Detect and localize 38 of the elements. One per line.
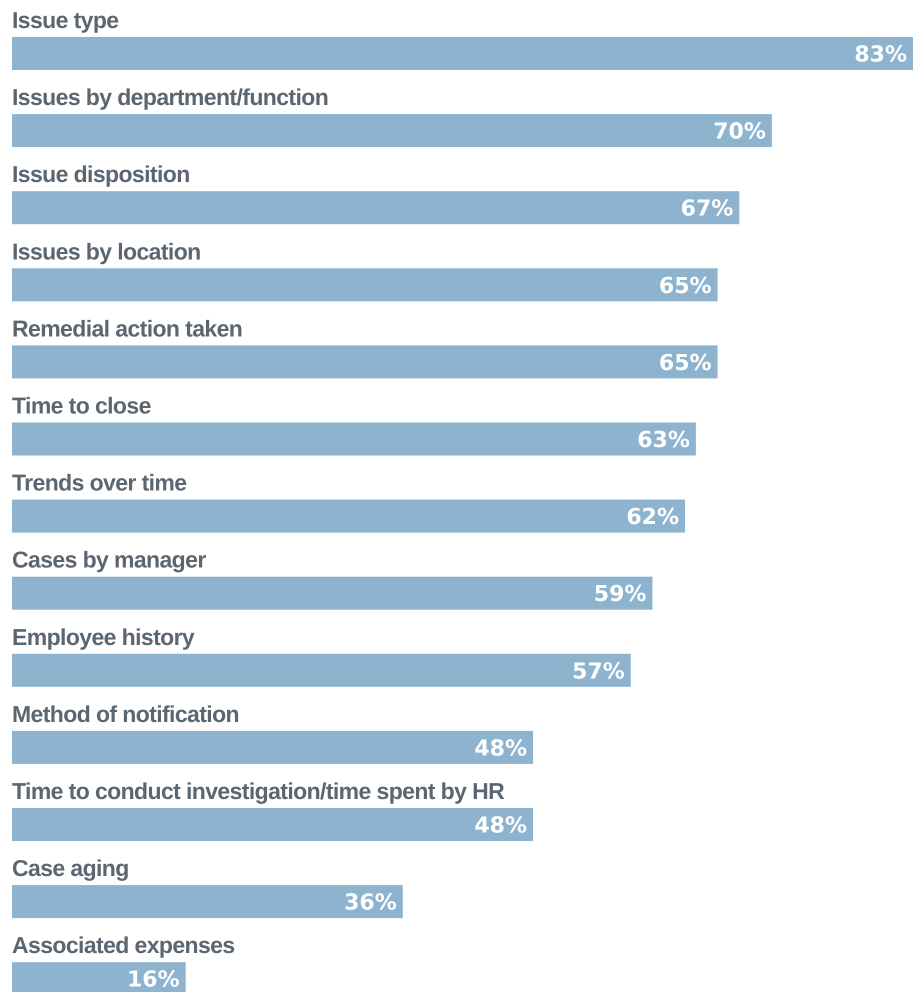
y-tick-label: Issues by location (12, 238, 201, 264)
bar (12, 191, 740, 224)
data-label: 59% (594, 582, 646, 608)
data-label: 48% (474, 814, 528, 838)
data-label: 83% (854, 42, 907, 68)
bar (12, 730, 534, 764)
data-label: 70% (713, 120, 766, 145)
bar (12, 422, 696, 456)
bar (12, 345, 718, 378)
bar (12, 37, 913, 70)
y-tick-label: Employee history (12, 624, 195, 650)
y-tick-label: Remedial action taken (12, 315, 242, 342)
data-label: 57% (572, 659, 625, 684)
y-tick-label: Time to close (12, 392, 151, 418)
bar (12, 576, 652, 610)
y-tick-label: Issues by department/function (12, 84, 328, 110)
data-label: 48% (474, 736, 528, 762)
bar (12, 500, 686, 533)
y-tick-label: Associated expenses (12, 932, 235, 958)
y-tick-label: Issue type (12, 7, 118, 33)
data-label: 65% (658, 350, 712, 376)
y-tick-label: Time to conduct investigation/time spent by HR (12, 778, 506, 804)
y-tick-label: Method of notification (12, 700, 239, 727)
y-tick-label: Cases by manager (12, 546, 206, 573)
bar (12, 654, 631, 687)
y-tick-label: Case aging (12, 855, 129, 882)
y-tick-label: Trends over time (12, 470, 186, 496)
data-label: 36% (344, 890, 397, 916)
data-label: 67% (680, 196, 734, 222)
bar (12, 808, 534, 841)
data-label: 65% (658, 274, 712, 299)
data-label: 16% (127, 968, 180, 992)
bar (12, 268, 718, 302)
bar (12, 114, 772, 148)
bar (12, 885, 403, 918)
data-label: 62% (626, 505, 680, 530)
data-label: 63% (637, 428, 690, 453)
y-tick-label: Issue disposition (12, 161, 190, 188)
